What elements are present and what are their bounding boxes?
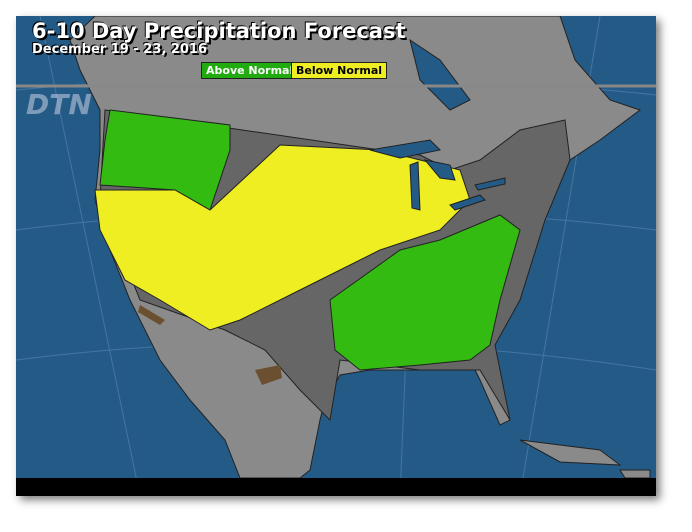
caribbean-islands [519,439,651,479]
bottom-bar [16,478,656,496]
forecast-map: 6-10 Day Precipitation Forecast December… [16,16,656,496]
map-canvas [16,16,656,496]
legend-above-normal: Above Normal [201,62,299,79]
great-lakes [369,38,506,211]
date-range: December 19 - 23, 2016 [32,42,208,57]
below-normal-region [94,144,471,331]
map-title: 6-10 Day Precipitation Forecast [32,19,406,43]
dtn-watermark: DTN [26,88,92,121]
above-normal-southeast [329,214,521,371]
legend-below-normal: Below Normal [291,62,388,79]
mexico-border-terrain [138,305,282,385]
